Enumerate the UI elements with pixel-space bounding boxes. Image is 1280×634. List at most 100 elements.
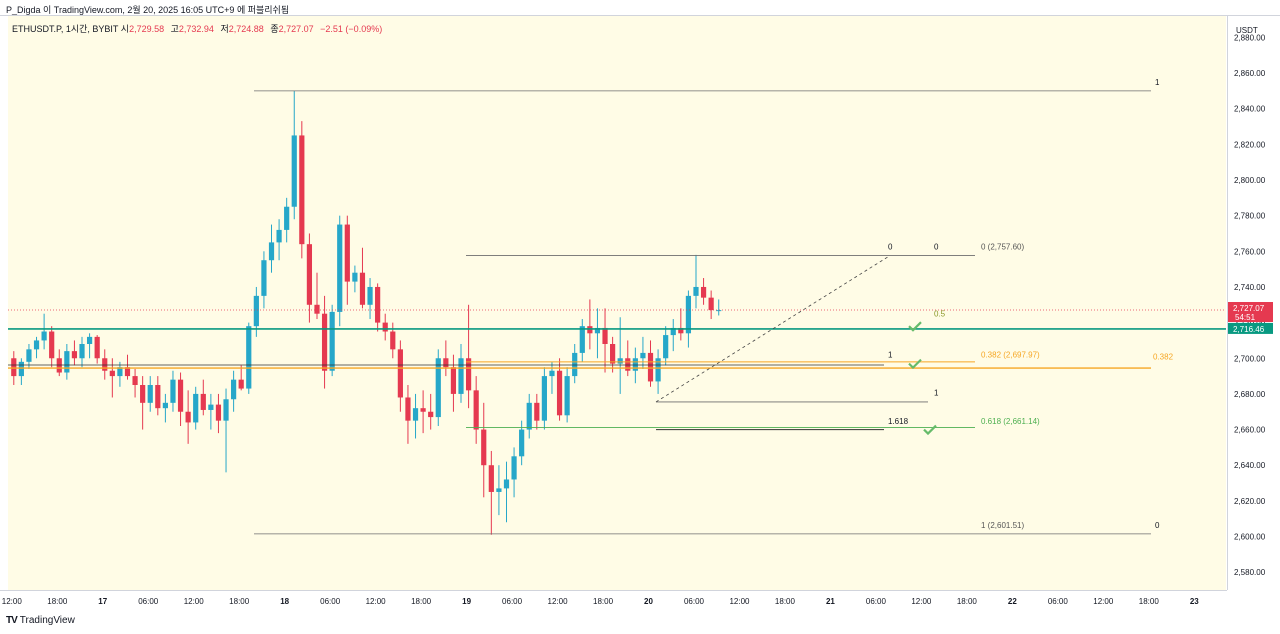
candle-up: [208, 404, 214, 410]
fib-ext-label-1b: 1: [934, 389, 939, 398]
candle-down: [420, 408, 426, 412]
candle-down: [556, 370, 563, 416]
candle-up: [193, 393, 199, 423]
time-tick: 12:00: [2, 597, 23, 606]
candle-down: [488, 465, 494, 492]
time-tick: 18:00: [411, 597, 432, 606]
footer-brand: TV TradingView: [6, 615, 75, 626]
candle-up: [716, 310, 722, 312]
symbol-name[interactable]: ETHUSDT.P, 1시간, BYBIT: [12, 24, 119, 34]
candle-down: [382, 322, 388, 332]
candle-down: [450, 367, 457, 394]
candle-up: [549, 370, 555, 377]
candle-up: [579, 326, 585, 353]
candle-down: [306, 244, 313, 305]
candle-up: [26, 349, 32, 362]
candle-down: [321, 313, 328, 371]
candle-up: [253, 295, 259, 327]
time-axis-scale[interactable]: 12:00 18:00 17 06:00 12:00 18:00 18 06:00 12:00 1…: [0, 591, 1227, 613]
price-tick: 2,820.00: [1234, 140, 1266, 149]
fib-label-0: 0: [888, 243, 893, 252]
candle-down: [109, 370, 115, 377]
candle-down: [359, 272, 366, 305]
candle-up: [329, 311, 335, 371]
high-value: 2,732.94: [178, 24, 214, 34]
candle-down: [587, 326, 593, 334]
candle-down: [314, 304, 320, 314]
price-axis[interactable]: USDT 2,580.00 2,600.00 2,620.00 2,640.00 2,66…: [1227, 16, 1280, 590]
candle-up: [541, 376, 547, 421]
price-tick: 2,580.00: [1234, 568, 1266, 577]
candle-down: [647, 352, 654, 382]
time-tick: 20: [644, 597, 653, 606]
candle-up: [693, 286, 699, 296]
price-tick: 2,860.00: [1234, 69, 1266, 78]
candle-up: [458, 358, 464, 394]
time-tick: 18:00: [229, 597, 250, 606]
candle-up: [276, 229, 282, 243]
price-tick: 2,840.00: [1234, 105, 1266, 114]
time-tick: 18:00: [775, 597, 796, 606]
candle-up: [284, 206, 290, 230]
time-tick: 12:00: [911, 597, 932, 606]
candle-up: [594, 327, 601, 334]
candle-down: [534, 402, 540, 421]
low-value: 2,724.88: [228, 24, 264, 34]
candle-up: [352, 272, 358, 282]
price-tick: 2,660.00: [1234, 426, 1266, 435]
candle-up: [367, 286, 373, 305]
time-tick: 06:00: [684, 597, 705, 606]
candlestick-chart[interactable]: 1 0 0 0 (2,757.60) 0.5 1 0.382 (2,697.97) 0.382…: [8, 16, 1226, 590]
candle-down: [390, 331, 396, 350]
price-tick: 2,880.00: [1234, 33, 1266, 42]
candle-up: [86, 336, 93, 344]
candle-up: [670, 327, 676, 336]
chart-plot-area[interactable]: ETHUSDT.P, 1시간, BYBIT 시2,729.58 고2,732.9…: [8, 16, 1226, 590]
open-value: 2,729.58: [129, 24, 165, 34]
candle-up: [572, 352, 578, 377]
time-tick: 23: [1190, 597, 1199, 606]
price-axis-scale[interactable]: USDT 2,580.00 2,600.00 2,620.00 2,640.00 2,66…: [1228, 16, 1280, 590]
candle-down: [11, 358, 17, 377]
time-tick: 18:00: [47, 597, 68, 606]
close-value: 2,727.07: [278, 24, 314, 34]
candle-up: [519, 429, 525, 457]
candle-up: [655, 358, 661, 382]
candle-down: [700, 286, 707, 298]
candle-up: [41, 331, 47, 341]
time-tick: 22: [1008, 597, 1017, 606]
candle-down: [94, 336, 100, 359]
price-tick: 2,680.00: [1234, 390, 1266, 399]
fib-ext-label-1618: 1.618: [888, 417, 909, 426]
time-tick: 12:00: [548, 597, 569, 606]
fib-label-0382: 0.382 (2,697.97): [981, 350, 1040, 359]
candle-down: [49, 331, 55, 359]
time-tick: 12:00: [729, 597, 750, 606]
price-tick: 2,760.00: [1234, 247, 1266, 256]
candle-up: [526, 402, 532, 430]
last-price-badge: [1228, 302, 1273, 323]
symbol-legend: ETHUSDT.P, 1시간, BYBIT 시2,729.58 고2,732.9…: [12, 22, 386, 35]
candle-down: [140, 385, 146, 403]
time-axis[interactable]: 12:00 18:00 17 06:00 12:00 18:00 18 06:00 12:00 1…: [0, 590, 1227, 613]
time-tick: 18:00: [957, 597, 978, 606]
close-label: 종: [270, 24, 279, 34]
checkmark-icon: [908, 321, 922, 332]
candle-down: [155, 385, 161, 409]
candle-down: [132, 376, 138, 385]
fib-label-top-1: 1: [1155, 78, 1160, 87]
low-label: 저: [220, 24, 229, 34]
candle-up: [617, 358, 623, 364]
last-price-text: 2,727.07: [1233, 304, 1265, 313]
candle-down: [473, 390, 479, 430]
candle-up: [170, 379, 176, 403]
candle-down: [102, 358, 108, 371]
candle-up: [435, 358, 441, 418]
candle-up: [147, 385, 153, 403]
price-tick: 2,640.00: [1234, 461, 1266, 470]
price-tick: 2,800.00: [1234, 176, 1266, 185]
open-label: 시: [120, 24, 130, 34]
candle-up: [231, 379, 237, 400]
candle-down: [344, 224, 350, 282]
candle-up: [223, 399, 229, 421]
